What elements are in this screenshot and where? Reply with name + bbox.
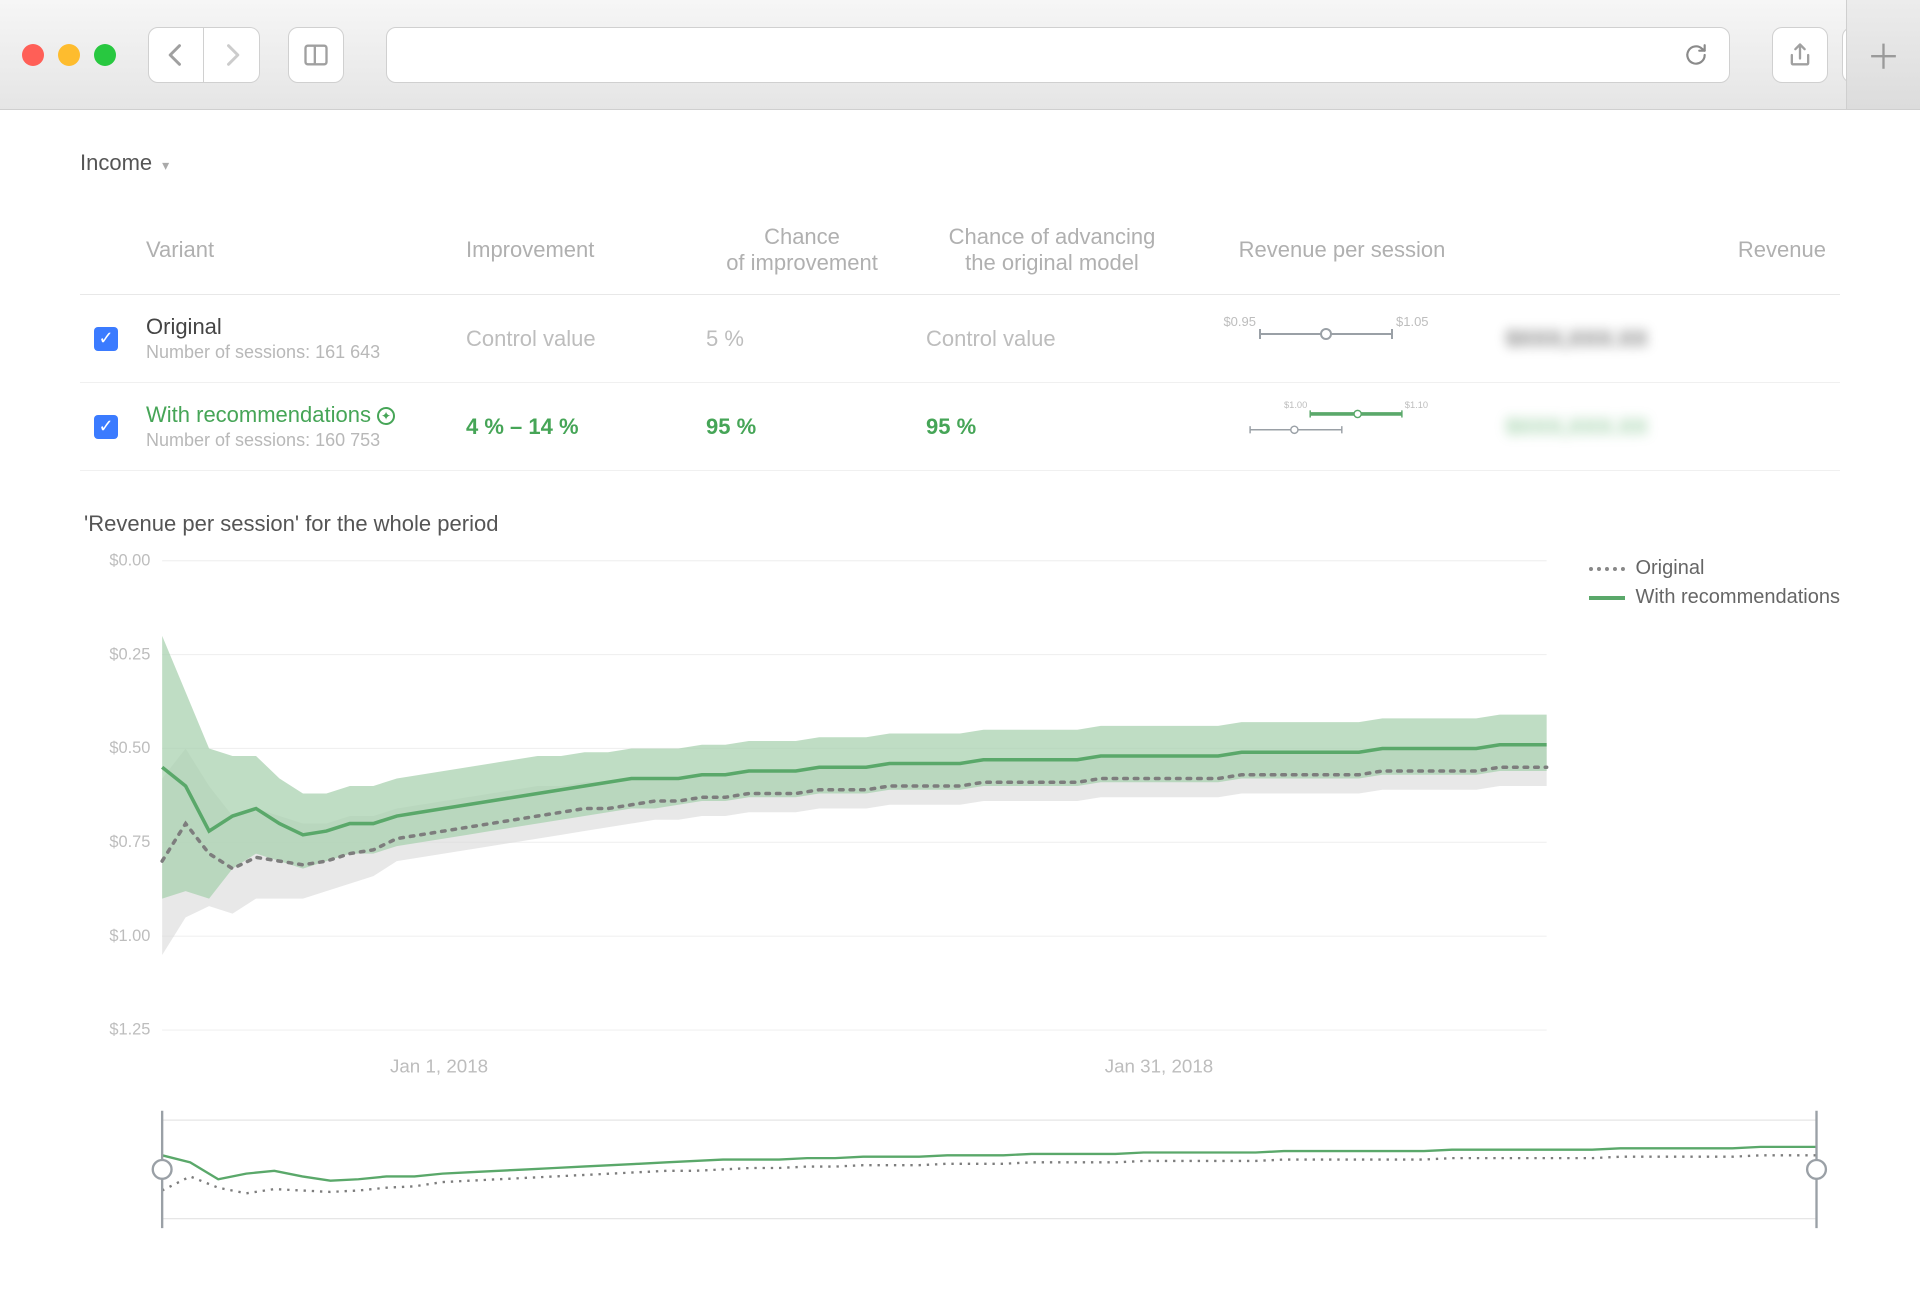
reload-icon[interactable] [1683, 42, 1709, 68]
col-improvement: Improvement [466, 237, 594, 262]
legend-label-original: Original [1635, 557, 1704, 580]
address-bar[interactable] [386, 27, 1730, 83]
table-row: ✓ With recommendations✦ Number of session… [80, 383, 1840, 471]
svg-text:Jan 1, 2018: Jan 1, 2018 [390, 1055, 488, 1076]
svg-text:$0.95: $0.95 [1223, 314, 1256, 329]
rps-rangeplot: $1.00 $1.10 [1206, 401, 1446, 447]
svg-text:$0.00: $0.00 [109, 551, 150, 569]
variant-name: Original [146, 314, 438, 340]
chevron-right-icon [218, 41, 246, 69]
svg-text:$0.25: $0.25 [109, 645, 150, 663]
nav-buttons [148, 27, 260, 83]
legend-swatch-dotted [1589, 567, 1625, 571]
svg-text:$1.00: $1.00 [109, 927, 150, 945]
sidebar-toggle-button[interactable] [288, 27, 344, 83]
col-variant: Variant [146, 237, 214, 262]
svg-text:Jan 31, 2018: Jan 31, 2018 [1105, 1055, 1214, 1076]
legend-item-rec: With recommendations [1589, 586, 1840, 609]
col-chance-improvement-l1: Chance [706, 224, 898, 250]
chevron-down-icon: ▾ [162, 157, 169, 174]
share-icon [1786, 41, 1814, 69]
main-chart[interactable]: $0.00 $0.25 $0.50 $0.75 $1.00 $1.25 Jan 1, 201… [80, 549, 1840, 1089]
improvement-value: 4 % – 14 % [466, 414, 579, 439]
variant-sessions: Number of sessions: 160 753 [146, 430, 438, 451]
col-chance-advancing-l2: the original model [926, 250, 1178, 276]
back-button[interactable] [148, 27, 204, 83]
sidebar-icon [302, 41, 330, 69]
forward-button[interactable] [204, 27, 260, 83]
rps-rangeplot: $0.95 $1.05 [1206, 313, 1446, 359]
close-window-icon[interactable] [22, 44, 44, 66]
table-row: ✓ Original Number of sessions: 161 643 Con… [80, 295, 1840, 383]
svg-text:$1.10: $1.10 [1405, 401, 1428, 410]
chart-legend: Original With recommendations [1589, 557, 1840, 615]
variant-sessions: Number of sessions: 161 643 [146, 342, 438, 363]
page-content: Income ▾ Variant Improvement Chance of i… [0, 110, 1920, 1300]
new-tab-button[interactable]: ＋ [1846, 0, 1920, 109]
chance-advancing-value: 95 % [926, 414, 976, 439]
svg-text:$0.75: $0.75 [109, 833, 150, 851]
metric-dropdown[interactable]: Income ▾ [80, 150, 169, 176]
minimize-window-icon[interactable] [58, 44, 80, 66]
col-chance-advancing-l1: Chance of advancing [926, 224, 1178, 250]
variant-checkbox[interactable]: ✓ [94, 415, 118, 439]
chart-title: 'Revenue per session' for the whole peri… [84, 511, 1840, 537]
improvement-value: Control value [466, 326, 596, 351]
brush-chart[interactable] [80, 1099, 1840, 1240]
chance-improvement-value: 95 % [706, 414, 756, 439]
chevron-left-icon [162, 41, 190, 69]
variants-table: Variant Improvement Chance of improvemen… [80, 206, 1840, 471]
maximize-window-icon[interactable] [94, 44, 116, 66]
browser-chrome: ＋ [0, 0, 1920, 110]
brush-handle[interactable] [153, 1160, 172, 1179]
share-button[interactable] [1772, 27, 1828, 83]
svg-text:$0.50: $0.50 [109, 739, 150, 757]
svg-text:$1.00: $1.00 [1284, 401, 1307, 410]
brush-handle[interactable] [1807, 1160, 1826, 1179]
variant-name: With recommendations✦ [146, 402, 438, 428]
chance-improvement-value: 5 % [706, 326, 744, 351]
chance-advancing-value: Control value [926, 326, 1056, 351]
variant-checkbox[interactable]: ✓ [94, 327, 118, 351]
window-traffic-lights [22, 44, 116, 66]
svg-text:$1.25: $1.25 [109, 1021, 150, 1039]
revenue-value: $XXX,XXX.XX [1506, 414, 1648, 439]
legend-item-original: Original [1589, 557, 1840, 580]
chart-area: Original With recommendations $0.00 $0.25… [80, 549, 1840, 1240]
plus-icon: ＋ [1867, 30, 1901, 79]
winner-badge-icon: ✦ [377, 407, 395, 425]
metric-dropdown-label: Income [80, 150, 152, 176]
legend-label-rec: With recommendations [1635, 586, 1840, 609]
col-rps: Revenue per session [1239, 237, 1446, 262]
legend-swatch-solid [1589, 596, 1625, 600]
svg-text:$1.05: $1.05 [1396, 314, 1429, 329]
col-revenue: Revenue [1738, 237, 1826, 262]
revenue-value: $XXX,XXX.XX [1506, 326, 1648, 351]
col-chance-improvement-l2: of improvement [706, 250, 898, 276]
